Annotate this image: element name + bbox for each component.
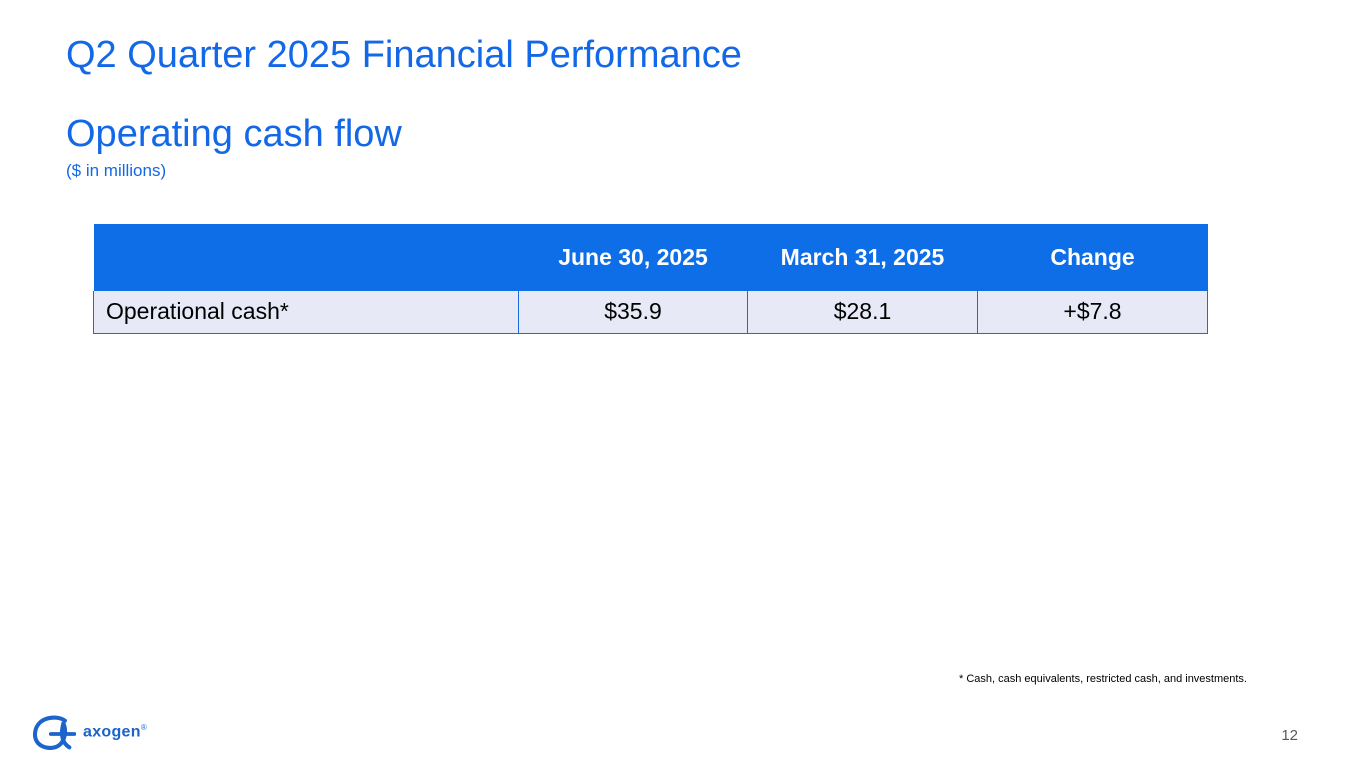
- table-row: Operational cash* $35.9 $28.1 +$7.8: [93, 291, 1208, 334]
- page-number: 12: [1281, 727, 1298, 744]
- registered-trademark-symbol: ®: [140, 723, 148, 733]
- slide-subtitle: Operating cash flow: [66, 113, 402, 155]
- value-change: +$7.8: [977, 291, 1208, 334]
- table-header-row: June 30, 2025 March 31, 2025 Change: [93, 224, 1208, 291]
- table-header-change: Change: [977, 224, 1208, 291]
- table-header-empty: [93, 224, 519, 291]
- axogen-wordmark-text: axogen: [83, 723, 141, 741]
- table-header-march: March 31, 2025: [747, 224, 978, 291]
- footnote: * Cash, cash equivalents, restricted cas…: [959, 673, 1247, 685]
- row-label-operational-cash: Operational cash*: [93, 291, 519, 334]
- slide-title: Q2 Quarter 2025 Financial Performance: [66, 34, 742, 76]
- axogen-logo: axogen®: [30, 713, 147, 752]
- cash-flow-table: June 30, 2025 March 31, 2025 Change Oper…: [93, 224, 1208, 334]
- axogen-wordmark: axogen®: [83, 724, 147, 740]
- value-march: $28.1: [747, 291, 978, 334]
- axogen-a-icon: [33, 715, 76, 750]
- units-note: ($ in millions): [66, 161, 167, 180]
- value-june: $35.9: [518, 291, 748, 334]
- table-header-june: June 30, 2025: [518, 224, 748, 291]
